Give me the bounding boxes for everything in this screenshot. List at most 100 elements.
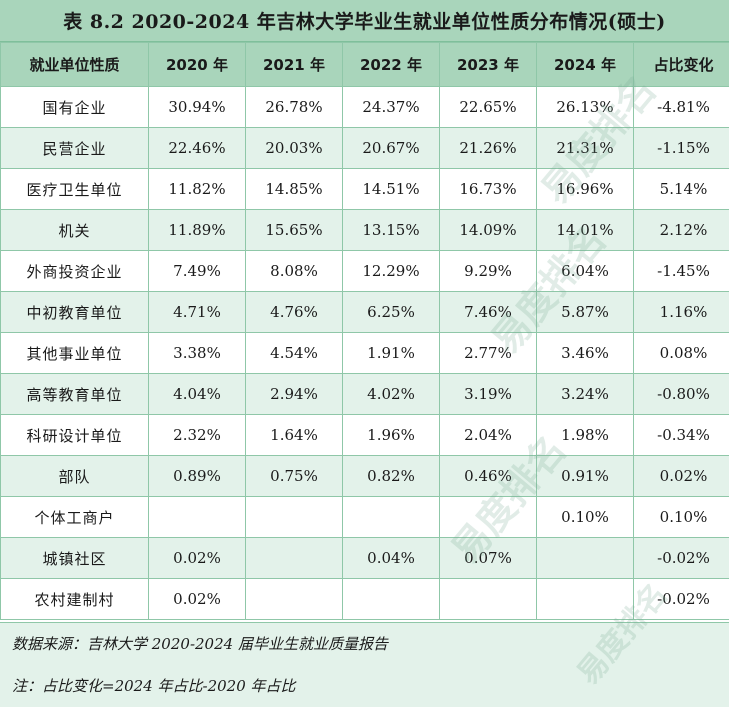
header-2020: 2020 年	[148, 42, 246, 87]
cell-category: 部队	[0, 455, 149, 497]
cell-y2024: 21.31%	[536, 127, 634, 169]
cell-y2023: 22.65%	[439, 86, 537, 128]
cell-y2023: 14.09%	[439, 209, 537, 251]
cell-y2020: 4.04%	[148, 373, 246, 415]
cell-y2022: 4.02%	[342, 373, 440, 415]
cell-y2021: 26.78%	[245, 86, 343, 128]
table-row: 个体工商户 0.10% 0.10%	[0, 496, 729, 538]
cell-y2020: 3.38%	[148, 332, 246, 374]
table-row: 民营企业 22.46% 20.03% 20.67% 21.26% 21.31% -1.15%	[0, 127, 729, 169]
table-row: 外商投资企业 7.49% 8.08% 12.29% 9.29% 6.04% -1.45%	[0, 250, 729, 292]
cell-y2024: 3.24%	[536, 373, 634, 415]
cell-change: -1.45%	[633, 250, 729, 292]
cell-y2022: 0.82%	[342, 455, 440, 497]
cell-category: 医疗卫生单位	[0, 168, 149, 210]
cell-category: 机关	[0, 209, 149, 251]
cell-change: -0.80%	[633, 373, 729, 415]
cell-y2024	[536, 537, 634, 579]
cell-y2020: 0.89%	[148, 455, 246, 497]
cell-y2022: 1.96%	[342, 414, 440, 456]
cell-y2022: 13.15%	[342, 209, 440, 251]
cell-y2022	[342, 578, 440, 620]
cell-y2021: 14.85%	[245, 168, 343, 210]
table-body: 国有企业 30.94% 26.78% 24.37% 22.65% 26.13% -4.81%…	[0, 86, 729, 620]
cell-y2021: 1.64%	[245, 414, 343, 456]
cell-y2020: 30.94%	[148, 86, 246, 128]
cell-change: -4.81%	[633, 86, 729, 128]
cell-y2023: 3.19%	[439, 373, 537, 415]
header-2022: 2022 年	[342, 42, 440, 87]
remark-note: 注：占比变化=2024 年占比-2020 年占比	[12, 677, 296, 695]
cell-change: 5.14%	[633, 168, 729, 210]
cell-y2024	[536, 578, 634, 620]
cell-y2022: 20.67%	[342, 127, 440, 169]
table-row: 农村建制村 0.02% -0.02%	[0, 578, 729, 620]
cell-y2022: 24.37%	[342, 86, 440, 128]
cell-y2023: 0.07%	[439, 537, 537, 579]
employment-nature-table: 就业单位性质 2020 年 2021 年 2022 年 2023 年 2024 …	[0, 42, 729, 620]
cell-y2023	[439, 496, 537, 538]
cell-y2020	[148, 496, 246, 538]
cell-y2021: 15.65%	[245, 209, 343, 251]
cell-y2023: 16.73%	[439, 168, 537, 210]
cell-category: 个体工商户	[0, 496, 149, 538]
cell-category: 其他事业单位	[0, 332, 149, 374]
cell-y2022: 6.25%	[342, 291, 440, 333]
cell-category: 外商投资企业	[0, 250, 149, 292]
cell-category: 农村建制村	[0, 578, 149, 620]
header-2024: 2024 年	[536, 42, 634, 87]
cell-y2020: 4.71%	[148, 291, 246, 333]
cell-change: 1.16%	[633, 291, 729, 333]
cell-y2020: 11.82%	[148, 168, 246, 210]
cell-category: 民营企业	[0, 127, 149, 169]
table-notes: 数据来源：吉林大学 2020-2024 届毕业生就业质量报告 注：占比变化=20…	[0, 622, 729, 707]
cell-y2024: 14.01%	[536, 209, 634, 251]
cell-y2021	[245, 537, 343, 579]
cell-y2020: 7.49%	[148, 250, 246, 292]
cell-y2024: 3.46%	[536, 332, 634, 374]
cell-y2024: 26.13%	[536, 86, 634, 128]
header-row: 就业单位性质 2020 年 2021 年 2022 年 2023 年 2024 …	[0, 42, 729, 87]
table-row: 城镇社区 0.02% 0.04% 0.07% -0.02%	[0, 537, 729, 579]
cell-y2022	[342, 496, 440, 538]
cell-y2023: 21.26%	[439, 127, 537, 169]
table-row: 国有企业 30.94% 26.78% 24.37% 22.65% 26.13% -4.81%	[0, 86, 729, 128]
cell-change: -0.02%	[633, 578, 729, 620]
cell-category: 国有企业	[0, 86, 149, 128]
cell-y2020: 11.89%	[148, 209, 246, 251]
cell-y2023: 0.46%	[439, 455, 537, 497]
table-row: 中初教育单位 4.71% 4.76% 6.25% 7.46% 5.87% 1.16%	[0, 291, 729, 333]
cell-category: 科研设计单位	[0, 414, 149, 456]
cell-y2023: 9.29%	[439, 250, 537, 292]
cell-y2021	[245, 578, 343, 620]
cell-y2020: 2.32%	[148, 414, 246, 456]
cell-y2022: 0.04%	[342, 537, 440, 579]
cell-y2020: 0.02%	[148, 537, 246, 579]
cell-y2024: 1.98%	[536, 414, 634, 456]
cell-category: 中初教育单位	[0, 291, 149, 333]
cell-change: 2.12%	[633, 209, 729, 251]
cell-y2020: 0.02%	[148, 578, 246, 620]
table-row: 高等教育单位 4.04% 2.94% 4.02% 3.19% 3.24% -0.80%	[0, 373, 729, 415]
cell-y2021: 20.03%	[245, 127, 343, 169]
cell-y2022: 1.91%	[342, 332, 440, 374]
cell-change: 0.10%	[633, 496, 729, 538]
cell-y2024: 16.96%	[536, 168, 634, 210]
cell-y2020: 22.46%	[148, 127, 246, 169]
cell-change: 0.08%	[633, 332, 729, 374]
header-2021: 2021 年	[245, 42, 343, 87]
cell-y2022: 12.29%	[342, 250, 440, 292]
header-category: 就业单位性质	[0, 42, 149, 87]
cell-y2023: 2.77%	[439, 332, 537, 374]
cell-y2024: 0.10%	[536, 496, 634, 538]
table-row: 机关 11.89% 15.65% 13.15% 14.09% 14.01% 2.12%	[0, 209, 729, 251]
cell-change: 0.02%	[633, 455, 729, 497]
table-row: 科研设计单位 2.32% 1.64% 1.96% 2.04% 1.98% -0.34%	[0, 414, 729, 456]
cell-y2021: 4.54%	[245, 332, 343, 374]
cell-change: -1.15%	[633, 127, 729, 169]
cell-y2024: 5.87%	[536, 291, 634, 333]
table-row: 医疗卫生单位 11.82% 14.85% 14.51% 16.73% 16.96% 5.14…	[0, 168, 729, 210]
cell-y2022: 14.51%	[342, 168, 440, 210]
cell-y2021	[245, 496, 343, 538]
